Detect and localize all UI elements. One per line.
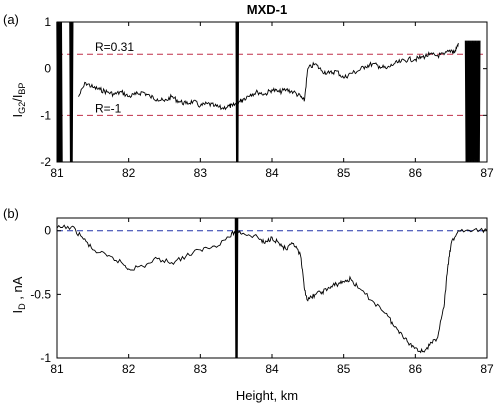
x-tick-label-a-0: 81	[50, 166, 64, 180]
x-tick-label-b-4: 85	[337, 362, 351, 376]
x-tick-label-a-1: 82	[122, 166, 136, 180]
noise-burst-b-0	[234, 217, 239, 359]
noise-burst-a-0	[56, 21, 63, 163]
x-tick-label-b-0: 81	[50, 362, 64, 376]
x-tick-label-a-6: 87	[480, 166, 494, 180]
panel-b-label: (b)	[3, 206, 19, 221]
panel-a-label: (a)	[3, 12, 19, 27]
panel-b-ylabel: ID , nA	[10, 276, 27, 313]
noise-burst-a-2	[235, 21, 240, 163]
y-tick-label-a-2: 0	[44, 62, 51, 76]
y-tick-label-a-1: -1	[40, 108, 51, 122]
panel-a-plot: R=0.31 R=-1 81 82 83 84 85 86 87 -2 -1 0 1	[40, 15, 494, 180]
x-tick-label-a-4: 85	[337, 166, 351, 180]
x-tick-label-b-2: 83	[194, 362, 208, 376]
series-line-a-0	[78, 42, 459, 111]
plot-frame-b	[56, 217, 488, 359]
reference-label-a-0: R=0.31	[95, 40, 134, 54]
x-tick-label-b-6: 87	[480, 362, 494, 376]
y-tick-label-b-2: 0	[44, 224, 51, 238]
x-tick-label-b-3: 84	[265, 362, 279, 376]
panel-a: (a) IG2/IBP R=0.31 R=-1 81 82 83 84 85 86 87 -2 -1…	[3, 12, 494, 180]
x-tick-label-a-2: 83	[194, 166, 208, 180]
y-tick-label-a-3: 1	[44, 15, 51, 29]
noise-burst-a-3	[464, 40, 481, 163]
y-tick-label-b-1: -0.5	[30, 287, 51, 301]
x-tick-label-b-1: 82	[122, 362, 136, 376]
y-tick-label-a-0: -2	[40, 155, 51, 169]
x-tick-label-a-5: 86	[409, 166, 423, 180]
chart-title: MXD-1	[247, 2, 287, 17]
panel-b: (b) ID , nA 81 82 83 84 85 86 87 -1 -0.5 0 Height…	[3, 206, 494, 403]
y-tick-label-b-0: -1	[40, 351, 51, 365]
x-tick-label-b-5: 86	[409, 362, 423, 376]
panel-a-ylabel: IG2/IBP	[10, 83, 27, 118]
reference-label-a-1: R=-1	[95, 101, 122, 115]
panel-b-xlabel: Height, km	[236, 388, 298, 403]
noise-burst-a-1	[69, 21, 74, 163]
x-tick-label-a-3: 84	[265, 166, 279, 180]
panel-b-plot: 81 82 83 84 85 86 87 -1 -0.5 0	[30, 217, 494, 376]
series-line-b-0	[56, 224, 488, 354]
